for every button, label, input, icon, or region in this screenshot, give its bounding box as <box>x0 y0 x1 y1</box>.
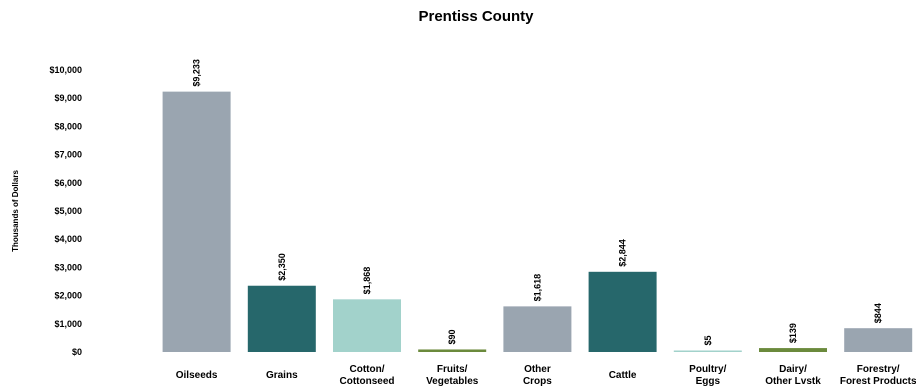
y-tick-label: $7,000 <box>54 150 82 160</box>
y-tick-label: $6,000 <box>54 178 82 188</box>
x-tick-label-line: Fruits/ <box>437 364 468 375</box>
x-axis-ticks: Oilseeds Grains Cotton/Cottonseed Fruits/Ve… <box>176 364 916 387</box>
data-label: $5 <box>703 335 713 345</box>
bar <box>844 328 913 352</box>
bar <box>588 271 657 352</box>
x-tick-label-line: Other <box>524 364 551 375</box>
bar <box>759 348 827 352</box>
bar <box>418 349 487 352</box>
y-tick-label: $9,000 <box>54 93 82 103</box>
data-label: $90 <box>447 329 457 344</box>
y-tick-label: $2,000 <box>54 291 82 301</box>
data-label: $844 <box>873 303 883 323</box>
x-tick-label: Cattle <box>609 370 637 381</box>
y-tick-label: $1,000 <box>54 319 82 329</box>
bar <box>162 91 231 353</box>
data-label: $2,844 <box>618 239 628 267</box>
x-tick-label-line: Dairy/ <box>779 364 807 375</box>
x-tick-label-line: Grains <box>266 370 298 381</box>
x-tick-label-line: Oilseeds <box>176 370 218 381</box>
data-labels: $9,233 $2,350 $1,868 $90 $1,618 $2,844 $5 $139 $… <box>192 59 884 345</box>
y-tick-label: $8,000 <box>54 121 82 131</box>
y-axis-ticks: $0 $1,000 $2,000 $3,000 $4,000 $5,000 $6,000 $7… <box>49 65 82 357</box>
y-tick-label: $10,000 <box>49 65 82 75</box>
x-tick-label: Other Crops <box>523 364 552 387</box>
x-tick-label-line: Poultry/ <box>689 364 726 375</box>
x-tick-label-line: Vegetables <box>426 376 479 387</box>
x-tick-label: Dairy/Other Lvstk <box>765 364 821 387</box>
bar <box>503 306 572 352</box>
data-label: $2,350 <box>277 253 287 281</box>
x-tick-label: Fruits/Vegetables <box>426 364 479 387</box>
y-tick-label: $0 <box>72 347 82 357</box>
x-tick-label-line: Cottonseed <box>340 376 395 387</box>
x-tick-label-line: Crops <box>523 376 552 387</box>
x-tick-label-line: Cotton/ <box>350 364 385 375</box>
x-tick-label: Poultry/Eggs <box>689 364 726 387</box>
bar <box>247 285 316 352</box>
data-label: $1,618 <box>532 274 542 302</box>
y-tick-label: $5,000 <box>54 206 82 216</box>
y-tick-label: $3,000 <box>54 262 82 272</box>
x-tick-label-line: Forest Products <box>840 376 916 387</box>
x-tick-label: Grains <box>266 370 298 381</box>
data-label: $1,868 <box>362 267 372 295</box>
x-tick-label-line: Other Lvstk <box>765 376 821 387</box>
x-tick-label-line: Forestry/ <box>857 364 900 375</box>
bars <box>162 91 913 353</box>
x-tick-label-line: Eggs <box>696 376 721 387</box>
x-tick-label: Forestry/Forest Products <box>840 364 916 387</box>
chart-title: Prentiss County <box>418 8 534 25</box>
y-axis-label: Thousands of Dollars <box>11 170 20 252</box>
data-label: $139 <box>788 323 798 343</box>
x-tick-label: Cotton/Cottonseed <box>340 364 395 387</box>
bar <box>673 350 742 352</box>
y-tick-label: $4,000 <box>54 234 82 244</box>
x-tick-label: Oilseeds <box>176 370 218 381</box>
data-label: $9,233 <box>192 59 202 87</box>
x-tick-label-line: Cattle <box>609 370 637 381</box>
bar <box>333 299 401 352</box>
